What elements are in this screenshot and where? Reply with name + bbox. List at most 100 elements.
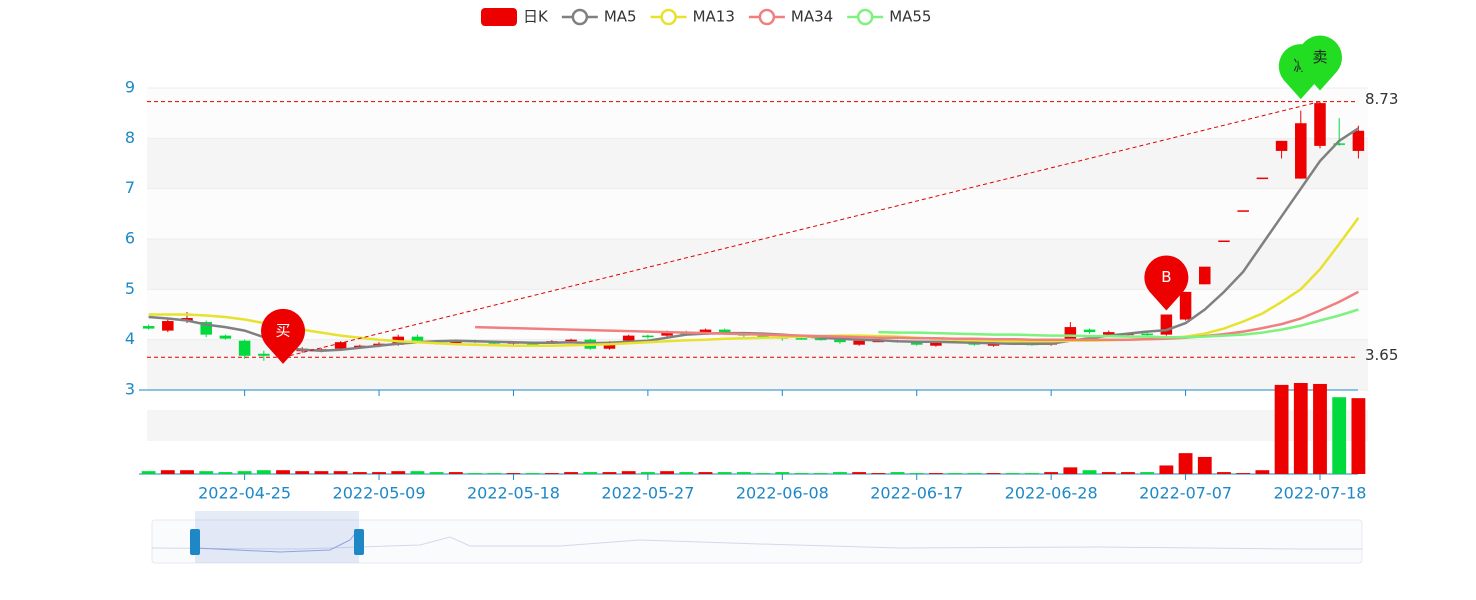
data-zoom[interactable] [151,511,1363,564]
pin-shape [1144,255,1189,311]
volume-bar [717,472,732,474]
volume-bar [564,472,578,474]
volume-bar [160,470,175,474]
volume-bar [1255,470,1270,474]
candle-body [565,339,577,342]
legend-icon [856,8,874,26]
volume-bar [1101,472,1116,474]
volume-bar [333,471,348,474]
volume-area [147,410,1368,441]
legend-item[interactable]: MA34 [748,8,833,26]
legend-item[interactable]: MA55 [847,8,931,26]
candle-body [334,342,347,349]
x-tick-label: 2022-07-07 [1139,484,1232,503]
legend-icon [660,8,677,26]
zoom-handle[interactable] [354,529,364,555]
candle-body [603,342,616,349]
volume-bar [929,473,943,474]
legend-item[interactable]: MA5 [561,8,637,26]
legend-item[interactable]: MA13 [650,8,735,26]
legend-label: MA13 [693,8,735,26]
candle-body [910,342,923,345]
legend-label: MA34 [791,8,833,26]
volume-bar [544,473,559,474]
y-tick-label: 8 [125,128,135,147]
volume-bar [890,472,905,474]
mark-pin: 卖 [1297,35,1342,91]
candle-body [699,329,712,334]
candle-body [1218,240,1230,243]
legend-icon [481,8,517,26]
mark-line-label: 3.65 [1365,346,1398,364]
candle-body [258,353,270,356]
volume-bar [468,473,482,474]
candle-body [1199,266,1211,285]
legend-label: MA5 [604,8,637,26]
candle-body [1314,103,1326,146]
x-tick-label: 2022-06-08 [736,484,829,503]
legend-label: MA55 [889,8,931,26]
volume-bar [602,472,617,474]
x-tick-label: 2022-06-17 [870,484,963,503]
ma-line [878,308,1359,339]
volume-bar [180,470,194,474]
mark-line-label: 8.73 [1365,90,1398,108]
candle-body [930,341,942,346]
zoom-handle[interactable] [190,529,200,555]
candle-body [1064,327,1077,340]
volume-bar [218,472,233,474]
candle-body [1179,291,1192,320]
zoom-window-preview [194,529,359,553]
candle-body [142,326,155,329]
volume-bar [660,471,674,474]
candle-body [411,336,424,341]
x-tick-label: 2022-04-25 [198,484,291,503]
legend-icon [758,8,776,26]
zoom-track [151,519,1363,564]
y-tick-label: 3 [125,380,135,399]
candle-body [757,335,769,338]
candle-body [622,335,635,341]
split-area [147,188,1368,239]
volume-bar [1274,384,1289,474]
pin-label: 卖 [1312,48,1327,66]
y-tick-label: 5 [125,279,135,298]
volume-bar [1025,473,1039,474]
candle-body [853,340,865,345]
candle-body [795,338,808,340]
legend-item[interactable]: 日K [481,8,549,27]
volume-bar [295,471,310,474]
candle-body [1295,123,1307,179]
volume-bar [736,472,751,474]
x-tick-label: 2022-05-27 [601,484,694,503]
volume-bar [1005,473,1020,474]
pin-shape [1297,35,1342,91]
candle-body [1256,177,1269,180]
mark-pin: 买 [261,308,306,364]
candle-body [718,329,731,334]
candle-body [1141,333,1153,336]
volume-bar [391,471,406,474]
candle-body [238,340,251,356]
pin-label: B [1161,268,1171,286]
candle-body [219,335,232,339]
volume-bar [1082,470,1097,474]
volume-bar [756,473,771,474]
volume-bar [199,471,214,474]
candle-body [162,321,174,331]
volume-bar [1197,456,1212,474]
candle-body [1352,130,1365,151]
y-tick-label: 7 [125,178,135,197]
pin-label: 买 [276,321,291,339]
candle-body [1102,332,1115,335]
volume-bar [237,471,252,474]
volume-bar [1178,453,1193,474]
volume-bar [679,472,694,474]
volume-bar [256,470,271,474]
volume-bar [1159,465,1174,474]
zoom-window[interactable] [195,511,359,563]
split-area [147,339,1368,390]
x-tick-label: 2022-06-28 [1005,484,1098,503]
volume-bar [794,473,809,474]
candle-body [1160,314,1173,335]
